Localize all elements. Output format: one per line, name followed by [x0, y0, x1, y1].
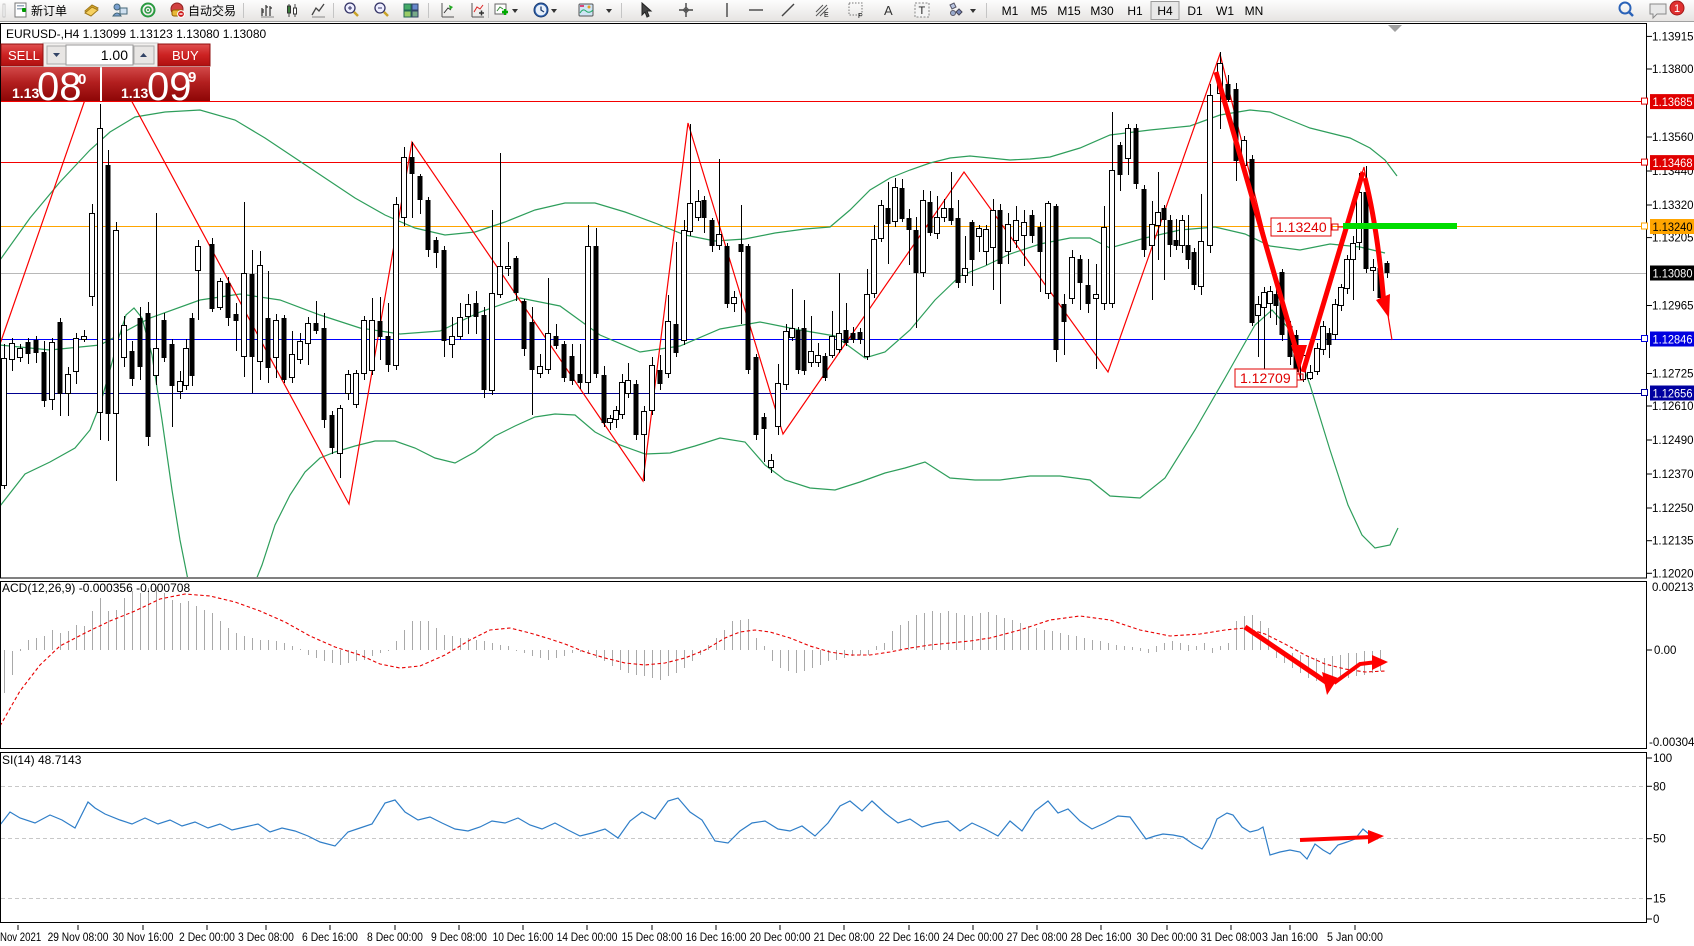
svg-text:W1: W1: [1216, 4, 1234, 18]
svg-text:M30: M30: [1090, 4, 1114, 18]
svg-text:ACD(12,26,9) -0.000356 -0.0007: ACD(12,26,9) -0.000356 -0.000708: [2, 581, 190, 595]
svg-text:1.12656: 1.12656: [1653, 389, 1693, 401]
svg-text:H1: H1: [1127, 4, 1143, 18]
svg-text:15: 15: [1653, 894, 1666, 906]
svg-text:80: 80: [1653, 781, 1666, 793]
svg-text:1.12846: 1.12846: [1653, 335, 1693, 347]
svg-text:1.12370: 1.12370: [1652, 469, 1694, 481]
svg-text:10 Dec 16:00: 10 Dec 16:00: [493, 932, 554, 944]
svg-text:1.12709: 1.12709: [1240, 370, 1291, 386]
svg-text:SELL: SELL: [8, 48, 40, 63]
svg-text:0: 0: [1653, 914, 1659, 926]
svg-text:14 Dec 00:00: 14 Dec 00:00: [557, 932, 618, 944]
svg-text:1.13240: 1.13240: [1653, 222, 1693, 234]
svg-text:15 Dec 08:00: 15 Dec 08:00: [622, 932, 683, 944]
svg-text:自动交易: 自动交易: [188, 3, 236, 18]
svg-text:1.13320: 1.13320: [1652, 200, 1694, 212]
svg-text:1.12610: 1.12610: [1652, 401, 1694, 413]
svg-text:22 Dec 16:00: 22 Dec 16:00: [879, 932, 940, 944]
svg-text:1.00: 1.00: [101, 47, 128, 63]
svg-text:27 Dec 08:00: 27 Dec 08:00: [1007, 932, 1068, 944]
svg-text:1.13: 1.13: [12, 85, 39, 101]
svg-text:1.13240: 1.13240: [1276, 219, 1327, 235]
svg-text:1.13915: 1.13915: [1652, 31, 1694, 43]
svg-text:8 Dec 00:00: 8 Dec 00:00: [367, 932, 423, 944]
svg-text:0.002131: 0.002131: [1652, 582, 1694, 594]
svg-text:M5: M5: [1031, 4, 1048, 18]
svg-text:SI(14) 48.7143: SI(14) 48.7143: [2, 753, 82, 767]
svg-text:1.12725: 1.12725: [1652, 369, 1694, 381]
svg-text:28 Dec 16:00: 28 Dec 16:00: [1071, 932, 1132, 944]
svg-text:E: E: [824, 12, 829, 19]
svg-text:1.13468: 1.13468: [1653, 158, 1693, 170]
svg-text:0: 0: [78, 71, 86, 88]
svg-text:6 Dec 16:00: 6 Dec 16:00: [302, 932, 358, 944]
svg-text:50: 50: [1653, 834, 1666, 846]
svg-text:9 Dec 08:00: 9 Dec 08:00: [431, 932, 487, 944]
svg-text:3 Dec 08:00: 3 Dec 08:00: [238, 932, 294, 944]
svg-text:20 Dec 00:00: 20 Dec 00:00: [750, 932, 811, 944]
svg-text:2 Dec 00:00: 2 Dec 00:00: [179, 932, 235, 944]
svg-text:1.13800: 1.13800: [1652, 64, 1694, 76]
svg-text:Nov 2021: Nov 2021: [0, 932, 41, 944]
svg-text:1.13560: 1.13560: [1652, 132, 1694, 144]
svg-text:T: T: [919, 5, 926, 17]
svg-text:09: 09: [147, 65, 192, 109]
svg-text:A: A: [884, 3, 893, 18]
svg-text:100: 100: [1653, 753, 1672, 765]
svg-text:30 Dec 00:00: 30 Dec 00:00: [1137, 932, 1198, 944]
svg-text:21 Dec 08:00: 21 Dec 08:00: [814, 932, 875, 944]
svg-text:1.13080: 1.13080: [1653, 269, 1693, 281]
svg-text:5 Jan 00:00: 5 Jan 00:00: [1327, 932, 1383, 944]
svg-text:16 Dec 16:00: 16 Dec 16:00: [686, 932, 747, 944]
svg-text:1.12250: 1.12250: [1652, 503, 1694, 515]
svg-text:1.12135: 1.12135: [1652, 536, 1694, 548]
svg-text:1.12965: 1.12965: [1652, 301, 1694, 313]
svg-text:1.12490: 1.12490: [1652, 435, 1694, 447]
svg-text:MN: MN: [1245, 4, 1264, 18]
svg-text:1.13: 1.13: [121, 85, 148, 101]
svg-text:0.00: 0.00: [1654, 645, 1676, 657]
svg-text:F: F: [858, 13, 862, 20]
svg-text:BUY: BUY: [172, 48, 199, 63]
svg-text:1: 1: [1674, 3, 1680, 15]
svg-text:新订单: 新订单: [31, 3, 67, 18]
svg-text:24 Dec 00:00: 24 Dec 00:00: [943, 932, 1004, 944]
svg-text:31 Dec 08:00: 31 Dec 08:00: [1201, 932, 1262, 944]
svg-text:1.13685: 1.13685: [1653, 97, 1693, 109]
svg-text:-0.003046: -0.003046: [1649, 737, 1694, 749]
svg-text:M1: M1: [1002, 4, 1019, 18]
svg-text:1.13205: 1.13205: [1652, 233, 1694, 245]
svg-text:D1: D1: [1187, 4, 1203, 18]
svg-text:M15: M15: [1057, 4, 1081, 18]
svg-text:29 Nov 08:00: 29 Nov 08:00: [48, 932, 109, 944]
svg-text:9: 9: [188, 69, 196, 86]
svg-text:1.12020: 1.12020: [1652, 568, 1694, 580]
svg-text:3 Jan 16:00: 3 Jan 16:00: [1262, 932, 1318, 944]
svg-text:EURUSD-,H4 1.13099 1.13123 1.: EURUSD-,H4 1.13099 1.13123 1.13080 1.130…: [6, 27, 267, 41]
svg-text:30 Nov 16:00: 30 Nov 16:00: [113, 932, 174, 944]
svg-text:08: 08: [37, 65, 82, 109]
svg-text:H4: H4: [1157, 4, 1173, 18]
